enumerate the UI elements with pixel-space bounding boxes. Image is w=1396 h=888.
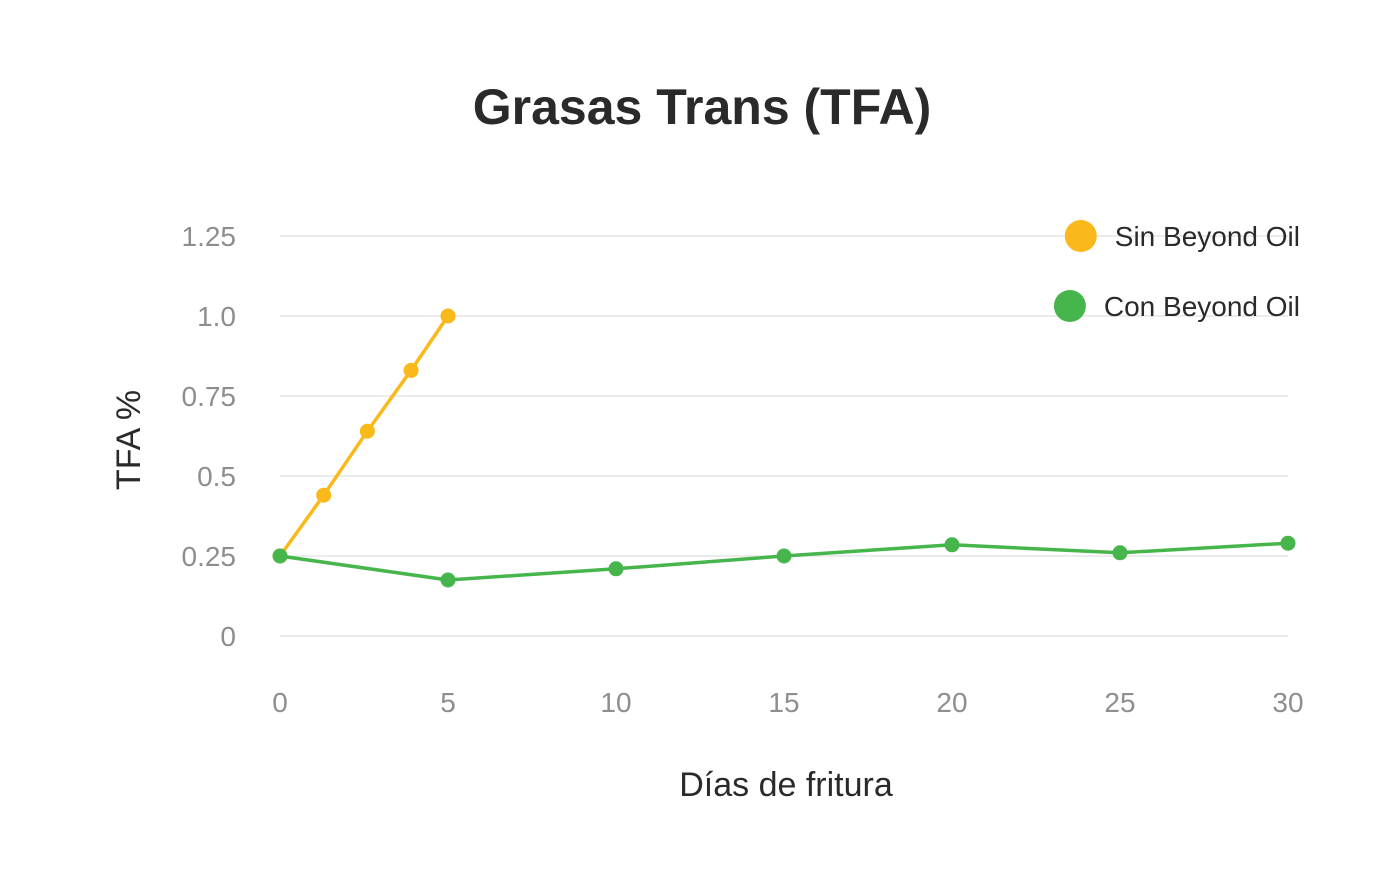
- legend-swatch: [1064, 220, 1097, 252]
- data-point: [776, 548, 792, 564]
- data-point: [316, 487, 332, 503]
- x-tick-label: 25: [1104, 687, 1135, 718]
- x-tick-label: 10: [600, 687, 631, 718]
- legend-label: Con Beyond Oil: [1104, 291, 1300, 322]
- legend-item-0: Sin Beyond Oil: [1064, 220, 1300, 252]
- y-tick-label: 0.25: [182, 541, 237, 572]
- data-point: [1112, 545, 1128, 561]
- data-point: [440, 308, 456, 324]
- legend-label: Sin Beyond Oil: [1115, 221, 1300, 252]
- y-tick-label: 1.0: [197, 301, 236, 332]
- series-0: [272, 308, 456, 564]
- y-tick-label: 1.25: [182, 221, 237, 252]
- data-point: [359, 423, 375, 439]
- x-tick-label: 15: [768, 687, 799, 718]
- y-axis-ticks: 0 0.25 0.5 0.75 1.0 1.25: [182, 221, 237, 652]
- legend: Sin Beyond Oil Con Beyond Oil: [1053, 220, 1300, 322]
- data-point: [272, 548, 288, 564]
- y-axis-label: TFA %: [110, 390, 148, 490]
- series-layer: [272, 308, 1296, 588]
- data-point: [1280, 535, 1296, 551]
- x-axis-ticks: 0 5 10 15 20 25 30: [272, 687, 1303, 718]
- legend-item-1: Con Beyond Oil: [1053, 290, 1300, 322]
- data-point: [608, 561, 624, 577]
- x-tick-label: 20: [936, 687, 967, 718]
- chart-title: Grasas Trans (TFA): [473, 79, 932, 135]
- y-tick-label: 0: [220, 621, 236, 652]
- y-tick-label: 0.5: [197, 461, 236, 492]
- data-point: [440, 572, 456, 588]
- y-tick-label: 0.75: [182, 381, 237, 412]
- x-tick-label: 5: [440, 687, 456, 718]
- x-axis-label: Días de fritura: [679, 766, 893, 804]
- legend-swatch: [1053, 290, 1086, 322]
- data-point: [944, 537, 960, 553]
- x-tick-label: 0: [272, 687, 288, 718]
- data-point: [403, 362, 419, 378]
- x-tick-label: 30: [1272, 687, 1303, 718]
- series-1: [272, 535, 1296, 588]
